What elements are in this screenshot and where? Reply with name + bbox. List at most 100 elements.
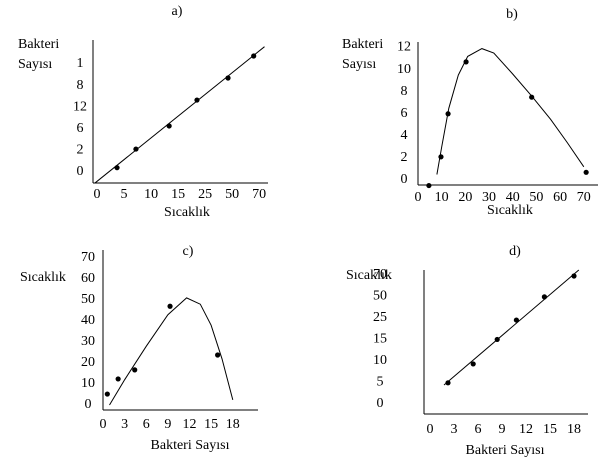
y-axis-label: Sayısı [342,57,376,72]
y-tick-label: 8 [401,84,408,99]
y-tick-label: 12 [73,99,87,114]
data-point [529,94,535,100]
y-tick-label: 0 [77,164,84,179]
x-tick-label: 0 [427,422,434,437]
x-tick-label: 40 [506,190,520,205]
y-tick-label: 2 [77,143,84,158]
data-point [513,317,520,323]
x-tick-label: 12 [519,422,533,437]
data-point [583,169,589,175]
data-point [115,376,121,382]
x-tick-label: 0 [415,190,422,205]
x-tick-label: 50 [225,187,239,202]
y-tick-label: 10 [81,376,95,391]
y-axis-label: Bakteri [18,37,59,52]
x-tick-label: 70 [252,187,266,202]
y-axis-label: Bakteri [342,37,383,52]
y-tick-label: 5 [377,375,384,390]
y-tick-label: 1 [77,56,84,71]
x-tick-label: 25 [198,187,212,202]
x-tick-label: 6 [143,417,150,432]
x-tick-label: 0 [100,417,107,432]
y-tick-label: 50 [373,289,387,304]
x-tick-label: 60 [553,190,567,205]
data-point [114,165,120,171]
y-tick-label: 4 [401,128,408,143]
x-tick-label: 15 [204,417,218,432]
x-tick-label: 70 [577,190,591,205]
data-point [541,294,548,300]
chart-title: d) [509,244,521,259]
data-point [494,336,500,343]
data-point [463,59,469,65]
y-axis-label: Sayısı [18,57,52,72]
y-tick-label: 10 [397,62,411,77]
y-tick-label: 15 [373,332,387,347]
x-tick-label: 3 [121,417,128,432]
trend-curve [443,269,580,386]
x-tick-label: 5 [121,187,128,202]
x-tick-label: 20 [458,190,472,205]
y-tick-label: 70 [81,250,95,265]
y-tick-label: 2 [401,150,408,165]
x-tick-label: 18 [226,417,240,432]
y-tick-label: 0 [85,397,92,412]
x-tick-label: 0 [94,187,101,202]
x-tick-label: 15 [543,422,557,437]
x-tick-label: 30 [482,190,496,205]
x-tick-label: 50 [529,190,543,205]
data-point [132,367,138,373]
chart-title: a) [172,4,183,19]
data-point [445,111,451,117]
data-point [194,97,200,103]
y-tick-label: 20 [81,355,95,370]
data-point [166,123,172,129]
data-point [167,303,173,309]
y-tick-label: 40 [81,313,95,328]
data-point [445,380,451,386]
chart-title: c) [183,244,194,259]
chart-title: b) [506,7,518,22]
y-tick-label: 12 [397,40,411,55]
data-point [251,53,257,59]
y-tick-label: 25 [373,310,387,325]
x-tick-label: 6 [475,422,482,437]
trend-curve [109,297,234,406]
x-tick-label: 18 [567,422,581,437]
data-point [571,273,577,279]
x-tick-label: 15 [171,187,185,202]
y-tick-label: 0 [377,396,384,411]
data-point [438,154,444,160]
x-tick-label: 12 [183,417,197,432]
y-axis-label: Sıcaklık [20,270,66,285]
x-axis-label: Bakteri Sayısı [466,443,545,458]
y-tick-label: 0 [401,172,408,187]
x-tick-label: 9 [164,417,171,432]
data-point [133,146,139,152]
y-tick-label: 70 [373,267,387,282]
data-point [215,352,221,358]
x-tick-label: 9 [499,422,506,437]
trend-curve [436,48,585,175]
data-point [104,391,110,397]
y-tick-label: 8 [77,78,84,93]
x-axis-label: Sıcaklık [487,203,533,218]
y-axis-label: Sıcaklık [346,268,392,283]
x-tick-label: 10 [144,187,158,202]
trend-curve [94,46,265,184]
y-tick-label: 10 [373,353,387,368]
x-axis-label: Sıcaklık [164,205,210,220]
y-tick-label: 60 [81,271,95,286]
y-tick-label: 30 [81,334,95,349]
data-point [426,182,432,189]
y-tick-label: 6 [77,121,84,136]
x-tick-label: 3 [451,422,458,437]
y-tick-label: 6 [401,106,408,121]
data-point [225,75,231,81]
x-tick-label: 10 [435,190,449,205]
data-point [470,361,476,367]
y-tick-label: 50 [81,292,95,307]
x-axis-label: Bakteri Sayısı [151,438,230,453]
